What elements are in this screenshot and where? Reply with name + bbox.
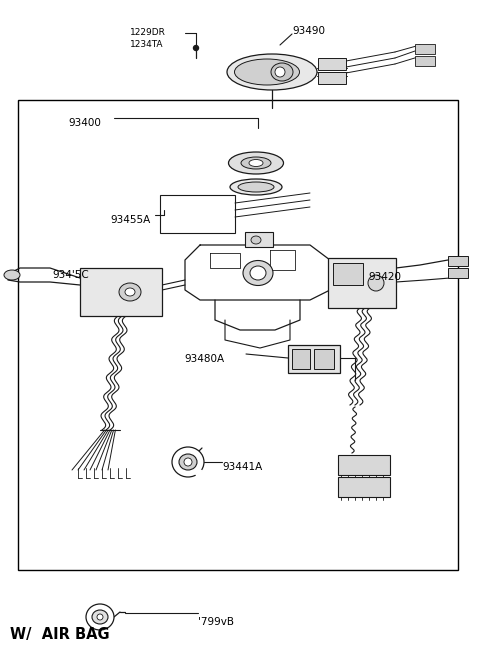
Ellipse shape — [250, 266, 266, 280]
Bar — [314, 349, 334, 369]
Ellipse shape — [227, 54, 317, 90]
Bar — [245, 232, 273, 247]
Text: 93420: 93420 — [368, 272, 401, 282]
Ellipse shape — [275, 67, 285, 77]
Ellipse shape — [4, 270, 20, 280]
Ellipse shape — [243, 260, 273, 286]
Bar — [333, 263, 363, 285]
Text: 93441A: 93441A — [222, 462, 262, 472]
Ellipse shape — [368, 275, 384, 291]
Ellipse shape — [179, 454, 197, 470]
Ellipse shape — [184, 458, 192, 466]
Bar — [292, 349, 310, 369]
Bar — [160, 195, 235, 233]
Text: 1234TA: 1234TA — [130, 40, 164, 49]
Bar — [338, 477, 390, 497]
Ellipse shape — [97, 614, 103, 620]
Bar — [288, 345, 340, 373]
Ellipse shape — [251, 236, 261, 244]
Ellipse shape — [86, 604, 114, 630]
Bar — [318, 58, 346, 70]
Ellipse shape — [228, 152, 284, 174]
Ellipse shape — [119, 283, 141, 301]
Bar — [328, 258, 396, 308]
Ellipse shape — [92, 610, 108, 624]
Ellipse shape — [271, 63, 293, 81]
Text: 934'5C: 934'5C — [52, 270, 89, 280]
Ellipse shape — [125, 288, 135, 296]
Text: 93480A: 93480A — [184, 354, 224, 364]
Bar — [318, 72, 346, 84]
Bar — [18, 100, 458, 570]
Ellipse shape — [238, 182, 274, 192]
Bar — [415, 44, 435, 54]
Text: W/  AIR BAG: W/ AIR BAG — [10, 627, 109, 643]
Ellipse shape — [241, 157, 271, 169]
Text: 93490: 93490 — [292, 26, 325, 36]
Bar — [448, 256, 468, 266]
Ellipse shape — [235, 59, 300, 85]
Ellipse shape — [249, 160, 263, 166]
Text: '799vB: '799vB — [198, 617, 234, 627]
Bar — [80, 268, 162, 316]
Text: 93455A: 93455A — [110, 215, 150, 225]
Bar — [415, 56, 435, 66]
Bar — [448, 268, 468, 278]
Text: 1229DR: 1229DR — [130, 28, 166, 37]
Text: 93400: 93400 — [68, 118, 101, 128]
Circle shape — [193, 45, 199, 51]
Ellipse shape — [230, 179, 282, 195]
Bar — [338, 455, 390, 475]
Ellipse shape — [172, 447, 204, 477]
